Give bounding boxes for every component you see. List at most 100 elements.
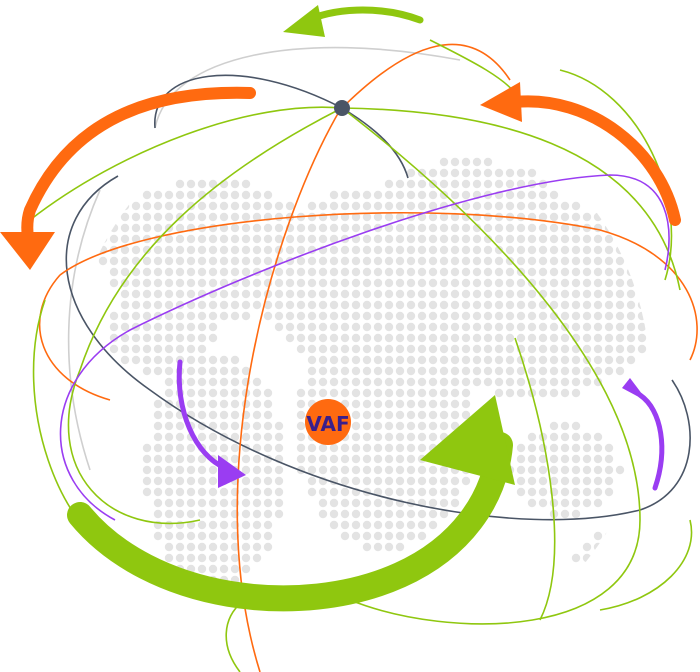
map-dot <box>208 388 218 398</box>
map-dot <box>461 366 471 376</box>
map-dot <box>175 223 185 233</box>
map-dot <box>395 344 405 354</box>
map-dot <box>373 212 383 222</box>
map-dot <box>230 421 240 431</box>
map-dot <box>428 333 438 343</box>
map-dot <box>164 509 174 519</box>
map-dot <box>307 487 317 497</box>
map-dot <box>252 487 262 497</box>
map-dot <box>494 168 504 178</box>
map-dot <box>494 311 504 321</box>
map-dot <box>340 498 350 508</box>
map-dot <box>296 410 306 420</box>
map-dot <box>527 190 537 200</box>
map-dot <box>538 377 548 387</box>
map-dot <box>252 256 262 266</box>
map-dot <box>505 344 515 354</box>
map-dot <box>593 289 603 299</box>
map-dot <box>175 256 185 266</box>
map-dot <box>252 443 262 453</box>
map-dot <box>120 355 130 365</box>
map-dot <box>219 421 229 431</box>
map-dot <box>329 289 339 299</box>
map-dot <box>351 531 361 541</box>
map-dot <box>186 289 196 299</box>
map-dot <box>109 333 119 343</box>
map-dot <box>153 344 163 354</box>
map-dot <box>362 388 372 398</box>
map-dot <box>208 366 218 376</box>
map-dot <box>219 410 229 420</box>
map-dot <box>549 234 559 244</box>
map-dot <box>197 509 207 519</box>
map-dot <box>439 289 449 299</box>
map-dot <box>527 355 537 365</box>
map-dot <box>395 399 405 409</box>
map-dot <box>241 509 251 519</box>
map-dot <box>593 377 603 387</box>
map-dot <box>527 322 537 332</box>
map-dot <box>615 355 625 365</box>
map-dot <box>428 355 438 365</box>
map-dot <box>186 212 196 222</box>
map-dot <box>450 300 460 310</box>
map-dot <box>395 201 405 211</box>
map-dot <box>351 465 361 475</box>
map-dot <box>164 333 174 343</box>
map-dot <box>351 454 361 464</box>
map-dot <box>604 542 614 552</box>
map-dot <box>461 311 471 321</box>
map-dot <box>494 322 504 332</box>
map-dot <box>593 564 603 574</box>
map-dot <box>505 201 515 211</box>
map-dot <box>351 443 361 453</box>
map-dot <box>208 476 218 486</box>
map-dot <box>483 201 493 211</box>
map-dot <box>318 278 328 288</box>
map-dot <box>516 300 526 310</box>
map-dot <box>340 465 350 475</box>
map-dot <box>120 234 130 244</box>
map-dot <box>153 355 163 365</box>
map-dot <box>439 190 449 200</box>
map-dot <box>571 377 581 387</box>
map-dot <box>461 476 471 486</box>
map-dot <box>340 531 350 541</box>
map-dot <box>241 542 251 552</box>
map-dot <box>285 322 295 332</box>
map-dot <box>560 201 570 211</box>
map-dot <box>439 212 449 222</box>
map-dot <box>384 399 394 409</box>
map-dot <box>384 542 394 552</box>
map-dot <box>164 289 174 299</box>
map-dot <box>384 179 394 189</box>
map-dot <box>373 333 383 343</box>
map-dot <box>351 344 361 354</box>
map-dot <box>362 256 372 266</box>
map-dot <box>197 388 207 398</box>
map-dot <box>318 256 328 266</box>
map-dot <box>230 454 240 464</box>
map-dot <box>406 432 416 442</box>
map-dot <box>593 487 603 497</box>
map-dot <box>549 388 559 398</box>
map-dot <box>109 311 119 321</box>
map-dot <box>208 487 218 497</box>
map-dot <box>241 432 251 442</box>
map-dot <box>582 454 592 464</box>
map-dot <box>373 256 383 266</box>
map-dot <box>450 355 460 365</box>
map-dot <box>197 366 207 376</box>
map-dot <box>252 399 262 409</box>
map-dot <box>252 432 262 442</box>
map-dot <box>164 366 174 376</box>
map-dot <box>450 476 460 486</box>
map-dot <box>450 289 460 299</box>
map-dot <box>186 355 196 365</box>
map-dot <box>582 498 592 508</box>
map-dot <box>450 168 460 178</box>
map-dot <box>318 300 328 310</box>
map-dot <box>604 278 614 288</box>
map-dot <box>318 201 328 211</box>
map-dot <box>351 476 361 486</box>
